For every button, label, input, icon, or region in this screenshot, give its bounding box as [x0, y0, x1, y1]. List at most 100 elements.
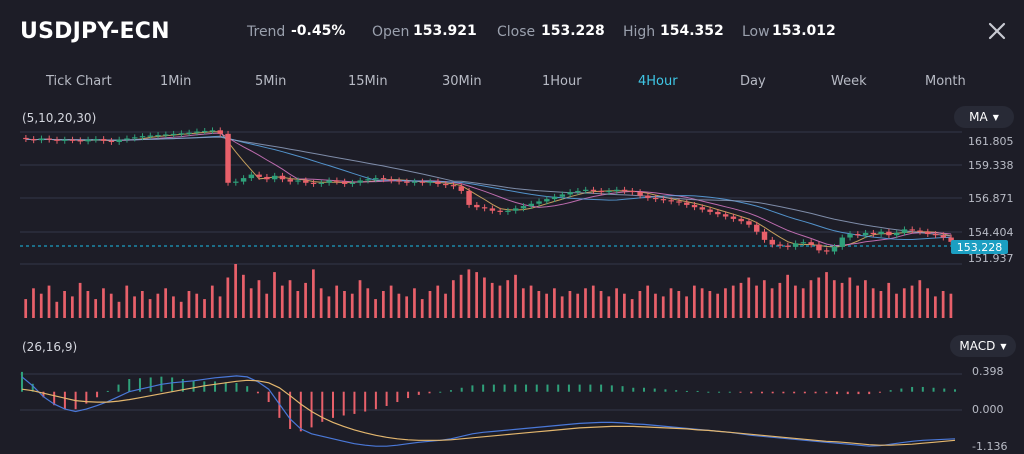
low-value: 153.012	[772, 23, 836, 39]
candle-body	[373, 178, 379, 180]
macd-histogram-bar	[578, 384, 581, 392]
candle-body	[163, 134, 169, 136]
tab-5min[interactable]: 5Min	[255, 74, 287, 89]
macd-histogram-bar	[664, 389, 667, 392]
volume-bar	[78, 282, 82, 318]
candle-body	[458, 186, 465, 191]
tab-15min[interactable]: 15Min	[348, 74, 388, 89]
macd-histogram-bar	[171, 377, 174, 392]
volume-bar	[226, 277, 230, 318]
volume-bar	[459, 274, 463, 318]
volume-bar	[848, 277, 852, 318]
tab-1hour[interactable]: 1Hour	[542, 74, 582, 89]
candle-body	[341, 181, 348, 184]
macd-histogram-bar	[782, 391, 785, 394]
macd-histogram-bar	[589, 384, 592, 392]
close-icon[interactable]	[984, 18, 1010, 44]
macd-histogram-bar	[471, 385, 474, 392]
candle-body	[225, 133, 231, 183]
volume-bar	[537, 291, 541, 318]
candle-body	[855, 234, 861, 236]
tab-day[interactable]: Day	[740, 74, 766, 89]
macd-histogram-bar	[364, 391, 367, 412]
macd-histogram-bar	[256, 391, 259, 394]
macd-histogram-bar	[332, 391, 334, 418]
volume-bar	[358, 280, 362, 318]
macd-histogram-bar	[525, 384, 528, 392]
macd-histogram-bar	[128, 379, 131, 392]
candle-body	[598, 190, 604, 193]
candle-body	[326, 180, 332, 183]
tab-4hour[interactable]: 4Hour	[638, 74, 678, 89]
macd-line	[21, 379, 956, 446]
volume-bar	[934, 296, 937, 318]
candle-body	[170, 133, 177, 136]
candle-body	[427, 181, 433, 183]
candle-body	[100, 139, 107, 141]
candle-body	[279, 175, 286, 180]
candle-body	[443, 183, 449, 186]
volume-bar	[864, 280, 867, 318]
volume-bar	[879, 291, 883, 318]
candle-body	[816, 244, 822, 251]
volume-bar	[428, 291, 432, 318]
trend-value: -0.45%	[291, 23, 346, 39]
volume-bar	[467, 269, 471, 318]
macd-histogram	[21, 371, 956, 432]
macd-histogram-bar	[149, 377, 152, 392]
volume-bar	[786, 274, 790, 318]
volume-bar	[708, 291, 712, 318]
macd-params-label: (26,16,9)	[22, 340, 78, 354]
candle-body	[754, 224, 760, 232]
tab-tick-chart[interactable]: Tick Chart	[46, 74, 112, 89]
macd-histogram-bar	[192, 380, 195, 392]
macd-indicator-button[interactable]: MACD ▼	[950, 335, 1016, 357]
volume-bar	[902, 288, 906, 318]
volume-bar	[304, 282, 307, 318]
macd-histogram-bar	[214, 381, 217, 392]
macd-histogram-bar	[106, 390, 109, 392]
volume-bar	[529, 285, 533, 318]
volume-bar	[475, 272, 479, 318]
candle-body	[831, 246, 838, 252]
open-label: Open	[372, 24, 410, 40]
volume-bar	[319, 288, 323, 318]
volume-bar	[724, 288, 727, 318]
macd-histogram-bar	[246, 386, 249, 392]
volume-bar	[941, 291, 945, 318]
tab-30min[interactable]: 30Min	[442, 74, 482, 89]
volume-bar	[514, 274, 517, 318]
candle-body	[925, 231, 931, 235]
volume-bar	[381, 291, 385, 318]
macd-histogram-bar	[342, 391, 345, 416]
candle-body	[878, 231, 884, 235]
macd-histogram-bar	[138, 378, 141, 392]
candle-body	[909, 229, 915, 231]
candle-body	[209, 130, 216, 132]
macd-histogram-bar	[374, 391, 377, 410]
volume-bar	[599, 291, 603, 318]
volume-bar	[623, 293, 626, 318]
high-value: 154.352	[660, 23, 724, 39]
volume-bar	[389, 285, 393, 318]
candle-body	[652, 197, 659, 200]
macd-histogram-bar	[610, 385, 613, 392]
volume-bar	[273, 272, 276, 318]
tab-week[interactable]: Week	[831, 74, 867, 89]
volume-bar	[692, 285, 696, 318]
candle-body	[38, 138, 45, 141]
macd-histogram-bar	[739, 391, 742, 393]
candle-body	[435, 181, 441, 184]
candle-body	[800, 242, 807, 244]
macd-histogram-bar	[439, 391, 442, 393]
volume-bar	[910, 285, 914, 318]
macd-histogram-bar	[235, 382, 238, 392]
volume-bar	[677, 291, 681, 318]
tab-1min[interactable]: 1Min	[160, 74, 192, 89]
tab-month[interactable]: Month	[925, 74, 966, 89]
macd-histogram-bar	[868, 391, 871, 395]
candle-body	[497, 210, 503, 212]
ma-indicator-button[interactable]: MA ▼	[954, 106, 1014, 128]
volume-bar	[164, 288, 168, 318]
